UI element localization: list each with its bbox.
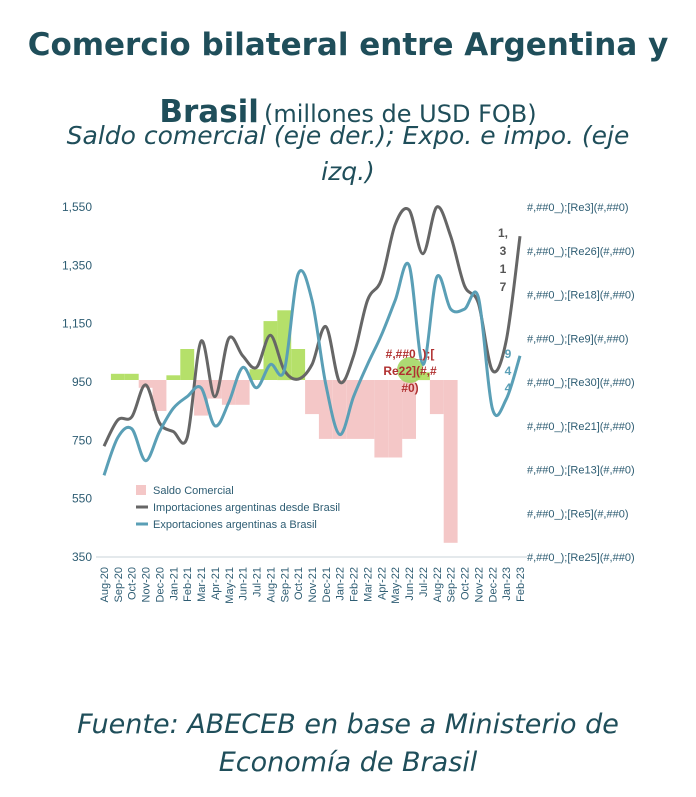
left-tick-label: 1,150 [62, 317, 92, 331]
x-tick-label: Dec-22 [487, 567, 499, 602]
legend-label: Saldo Comercial [153, 485, 234, 497]
x-tick-label: Aug-21 [265, 567, 277, 602]
x-tick-label: Dec-21 [321, 567, 333, 602]
x-tick-label: Jan-23 [501, 567, 513, 601]
x-tick-label: Apr-21 [210, 567, 222, 600]
chart-title-main: Comercio bilateral entre Argentina y Bra… [27, 27, 669, 130]
x-tick-label: Jul-22 [418, 567, 430, 597]
saldo-bar-24 [429, 380, 444, 415]
saldo-bar-4 [152, 380, 167, 411]
import-end-label: 1 [500, 262, 507, 276]
saldo-bar-14 [291, 349, 306, 380]
saldo-bar-6 [180, 349, 195, 380]
right-tick-label: #,##0_);[Re5](#,##0) [527, 508, 629, 520]
saldo-bar-5 [166, 375, 181, 380]
saldo-data-label: #0) [401, 381, 418, 395]
right-tick-label: #,##0_);[Re25](#,##0) [527, 552, 635, 564]
chart-title: Comercio bilateral entre Argentina y Bra… [0, 14, 696, 148]
x-tick-label: May-22 [390, 567, 402, 604]
x-tick-label: Oct-20 [127, 567, 139, 600]
x-tick-label: Jan-21 [168, 567, 180, 601]
saldo-bar-22 [402, 380, 416, 439]
right-tick-label: #,##0_);[Re21](#,##0) [527, 421, 635, 433]
saldo-bar-10 [235, 380, 250, 405]
x-tick-label: Feb-21 [182, 567, 194, 602]
x-tick-label: Sep-22 [446, 567, 458, 602]
x-tick-label: Oct-22 [460, 567, 472, 600]
saldo-bar-1 [110, 373, 125, 380]
x-tick-label: Mar-22 [363, 567, 375, 602]
x-tick-label: Jun-21 [238, 567, 250, 601]
right-tick-label: #,##0_);[Re18](#,##0) [527, 290, 635, 302]
export-end-label: 9 [505, 347, 512, 361]
x-tick-label: Dec-20 [155, 567, 167, 602]
left-tick-label: 1,350 [62, 258, 92, 272]
x-tick-label: Nov-22 [473, 567, 485, 602]
left-tick-label: 1,550 [62, 200, 92, 214]
x-tick-label: Jan-22 [335, 567, 347, 601]
right-tick-label: #,##0_);[Re3](#,##0) [527, 202, 629, 214]
x-tick-label: Sep-20 [113, 567, 125, 602]
import-end-label: 3 [500, 244, 507, 258]
export-end-label: 4 [505, 364, 512, 378]
x-tick-label: May-21 [224, 567, 236, 604]
trade-chart: 1,550 1,350 1,150 950 750 550 350 #,##0_);[Re3]… [62, 200, 635, 604]
left-tick-label: 550 [72, 492, 92, 506]
saldo-bar-11 [249, 369, 264, 380]
saldo-data-label: Re22](#,# [383, 364, 437, 378]
left-tick-label: 350 [72, 550, 92, 564]
legend-label: Exportaciones argentinas a Brasil [153, 519, 317, 531]
saldo-bar-25 [443, 380, 458, 543]
saldo-bar-15 [305, 380, 319, 415]
x-tick-label: Nov-21 [307, 567, 319, 602]
import-end-label: 1, [498, 226, 508, 240]
x-tick-label: Jul-21 [252, 567, 264, 597]
legend-swatch-saldo [136, 485, 146, 495]
source-note: Fuente: ABECEB en base a Ministerio de E… [77, 709, 619, 778]
x-tick-label: Feb-23 [515, 567, 527, 602]
legend-label: Importaciones argentinas desde Brasil [153, 502, 340, 514]
right-tick-label: #,##0_);[Re13](#,##0) [527, 465, 635, 477]
saldo-bar-21 [388, 380, 403, 458]
x-tick-label: Jun-22 [404, 567, 416, 601]
saldo-bar-20 [374, 380, 389, 458]
import-end-label: 7 [500, 280, 507, 294]
x-tick-label: Feb-22 [349, 567, 361, 602]
saldo-bar-7 [194, 380, 208, 416]
x-tick-label: Mar-21 [196, 567, 208, 602]
saldo-marker-dot [397, 357, 423, 383]
chart-title-unit: (millones de USD FOB) [264, 100, 537, 128]
export-end-label: 4 [505, 381, 512, 395]
left-tick-label: 950 [72, 375, 92, 389]
x-tick-label: Oct-21 [293, 567, 305, 600]
chart-subtitle: Saldo comercial (eje der.); Expo. e impo… [66, 121, 630, 186]
saldo-bar-19 [360, 380, 375, 439]
x-tick-label: Nov-20 [141, 567, 153, 602]
exports-line [102, 261, 522, 476]
right-tick-label: #,##0_);[Re30](#,##0) [527, 377, 635, 389]
right-tick-label: #,##0_);[Re26](#,##0) [527, 246, 635, 258]
saldo-bar-23 [416, 372, 430, 381]
left-tick-label: 750 [72, 433, 92, 447]
imports-line [102, 205, 522, 447]
saldo-bar-18 [346, 380, 361, 439]
x-tick-label: Aug-20 [99, 567, 111, 602]
saldo-bar-2 [124, 373, 139, 380]
x-tick-label: Sep-21 [279, 567, 291, 602]
saldo-data-label: #,##0_);[ [386, 347, 435, 361]
saldo-bar-9 [221, 380, 236, 405]
right-tick-label: #,##0_);[Re9](#,##0) [527, 333, 629, 345]
x-tick-label: Aug-22 [432, 567, 444, 602]
x-tick-label: Apr-22 [376, 567, 388, 600]
